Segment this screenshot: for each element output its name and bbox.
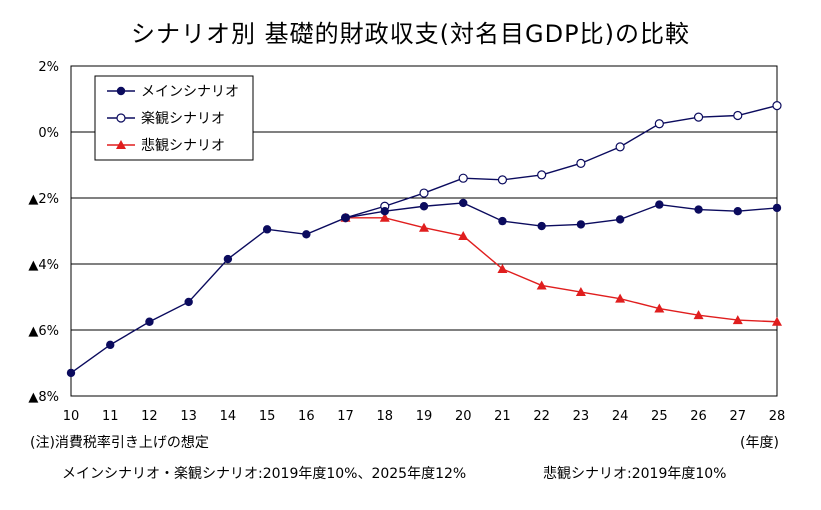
data-point bbox=[693, 310, 704, 320]
x-tick-label: 21 bbox=[494, 409, 511, 424]
x-tick-label: 19 bbox=[416, 409, 433, 424]
legend-label: 楽観シナリオ bbox=[141, 110, 225, 127]
footnote-pessimistic: 悲観シナリオ:2019年度10% bbox=[543, 466, 727, 482]
data-point bbox=[419, 202, 429, 211]
x-tick-label: 16 bbox=[298, 409, 315, 424]
x-tick-label: 18 bbox=[377, 409, 394, 424]
x-tick-label: 17 bbox=[337, 409, 354, 424]
data-point bbox=[655, 200, 664, 209]
data-point bbox=[145, 317, 154, 326]
data-point bbox=[458, 230, 469, 240]
legend-marker bbox=[116, 113, 126, 123]
series-layer bbox=[66, 100, 782, 378]
legend-entry: 悲観シナリオ bbox=[107, 137, 225, 154]
data-point bbox=[184, 297, 193, 307]
data-point bbox=[733, 207, 742, 216]
plot-frame bbox=[70, 65, 778, 397]
x-tick-label: 15 bbox=[259, 409, 276, 424]
data-point bbox=[615, 142, 625, 152]
data-point bbox=[341, 213, 350, 222]
data-point bbox=[536, 280, 547, 290]
x-tick-label: 12 bbox=[141, 409, 158, 424]
data-point bbox=[302, 230, 311, 239]
x-tick-label: 25 bbox=[651, 409, 668, 424]
data-point bbox=[772, 100, 782, 111]
legend-entry: メインシナリオ bbox=[107, 84, 239, 100]
data-point bbox=[733, 110, 743, 121]
data-point bbox=[498, 216, 507, 226]
footnote-title: (注)消費税率引き上げの想定 bbox=[30, 435, 209, 451]
x-tick-label: 20 bbox=[455, 409, 472, 424]
data-point bbox=[106, 340, 115, 350]
x-tick-label: 28 bbox=[769, 409, 786, 424]
x-tick-label: 24 bbox=[612, 409, 629, 424]
data-point bbox=[772, 203, 782, 213]
x-tick-label: 22 bbox=[533, 409, 550, 424]
x-tick-label: 11 bbox=[102, 409, 119, 424]
x-axis-unit-label: (年度) bbox=[740, 435, 779, 451]
footnote-main-optimistic: メインシナリオ・楽観シナリオ:2019年度10%、2025年度12% bbox=[62, 466, 467, 482]
series-line bbox=[345, 104, 778, 219]
axis-labels: 2% 0% ▲2% ▲4% ▲6% ▲8% 10 11 12 13 14 15 16 17 18 19 20 21… bbox=[28, 60, 785, 424]
legend-label: 悲観シナリオ bbox=[141, 137, 225, 154]
x-tick-label: 26 bbox=[690, 409, 707, 424]
x-tick-label: 23 bbox=[573, 409, 590, 424]
data-point bbox=[537, 170, 547, 180]
y-tick-label: ▲8% bbox=[28, 390, 59, 405]
data-point bbox=[576, 220, 586, 229]
data-point bbox=[772, 316, 782, 326]
series-optimistic bbox=[340, 100, 782, 223]
data-point bbox=[693, 112, 704, 122]
y-tick-label: ▲6% bbox=[28, 324, 59, 339]
data-point bbox=[459, 198, 468, 208]
data-point bbox=[537, 221, 546, 231]
x-tick-label: 27 bbox=[730, 409, 747, 424]
x-tick-label: 13 bbox=[180, 409, 197, 424]
data-point bbox=[497, 175, 508, 185]
y-tick-label: 0% bbox=[38, 126, 59, 141]
data-point bbox=[66, 368, 76, 378]
data-point bbox=[223, 254, 233, 264]
series-main bbox=[66, 198, 782, 378]
data-point bbox=[419, 188, 429, 198]
data-point bbox=[615, 293, 626, 303]
data-point bbox=[419, 222, 429, 232]
y-tick-label: ▲2% bbox=[28, 192, 59, 207]
series-line bbox=[345, 217, 778, 323]
x-tick-label: 14 bbox=[220, 409, 237, 424]
legend-entry: 楽観シナリオ bbox=[107, 110, 225, 127]
legend-marker bbox=[116, 140, 126, 149]
data-point bbox=[654, 119, 664, 129]
data-point bbox=[379, 212, 390, 222]
data-point bbox=[458, 173, 468, 183]
x-tick-label: 10 bbox=[63, 409, 80, 424]
data-point bbox=[497, 263, 508, 273]
data-point bbox=[732, 315, 743, 325]
chart-title: シナリオ別 基礎的財政収支(対名目GDP比)の比較 bbox=[131, 20, 690, 48]
y-tick-label: ▲4% bbox=[28, 258, 59, 273]
data-point bbox=[380, 207, 389, 216]
data-point bbox=[654, 303, 665, 313]
series-pessimistic bbox=[340, 212, 782, 326]
data-point bbox=[262, 225, 272, 234]
data-point bbox=[576, 158, 586, 168]
legend-label: メインシナリオ bbox=[141, 84, 239, 100]
y-tick-label: 2% bbox=[38, 60, 59, 75]
data-point bbox=[615, 215, 625, 224]
data-point bbox=[575, 287, 586, 297]
data-point bbox=[694, 205, 703, 214]
legend-marker bbox=[116, 86, 126, 96]
